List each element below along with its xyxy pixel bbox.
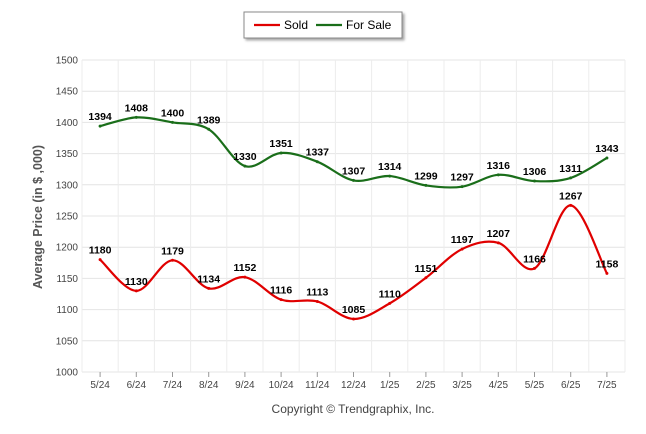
y-axis-title: Average Price (in $ ,000) — [31, 145, 45, 289]
data-label-sold: 1207 — [487, 228, 511, 240]
data-label-for-sale: 1408 — [125, 102, 149, 114]
legend: Sold For Sale — [243, 11, 403, 39]
data-label-sold: 1158 — [596, 258, 619, 270]
data-point-sold — [207, 286, 211, 290]
data-point-sold — [533, 266, 536, 270]
data-label-for-sale: 1299 — [414, 170, 438, 182]
y-tick-label: 1250 — [56, 212, 79, 223]
data-point-sold — [243, 275, 247, 279]
copyright-text: Copyright © Trendgraphix, Inc. — [272, 402, 435, 416]
x-tick-label: 3/25 — [452, 380, 472, 391]
data-point-for-sale — [171, 120, 174, 124]
x-tick-label: 6/24 — [127, 380, 147, 391]
data-label-layer: 1180 1130 1179 1134 1152 1116 1113 1085 1110 1151… — [88, 102, 618, 316]
x-tick-label: 4/25 — [489, 380, 509, 391]
data-point-for-sale — [134, 115, 138, 119]
x-tick-label: 5/24 — [90, 380, 110, 391]
data-label-sold: 1152 — [234, 262, 257, 274]
data-label-for-sale: 1297 — [450, 172, 474, 184]
data-label-sold: 1179 — [161, 245, 184, 257]
data-point-for-sale — [207, 127, 211, 131]
data-label-sold: 1085 — [342, 304, 366, 316]
data-point-sold — [569, 203, 573, 207]
data-point-for-sale — [279, 151, 283, 155]
data-point-for-sale — [533, 179, 536, 183]
x-tick-label: 12/24 — [341, 380, 366, 391]
x-tick-label: 9/24 — [235, 380, 255, 391]
data-point-for-sale — [243, 164, 247, 168]
data-point-for-sale — [352, 178, 355, 182]
data-label-for-sale: 1316 — [487, 160, 511, 172]
x-tick-label: 1/25 — [380, 380, 400, 391]
data-label-for-sale: 1389 — [197, 114, 221, 126]
grid-layer — [81, 59, 626, 373]
data-point-for-sale — [460, 185, 464, 189]
data-point-sold — [134, 289, 138, 293]
y-tick-label: 1150 — [56, 274, 78, 285]
legend-for-sale-label: For Sale — [346, 18, 392, 32]
axis-layer: 1000 1050 1100 1150 1200 1250 1300 1350 1400 1450… — [56, 56, 617, 392]
data-point-sold — [460, 247, 464, 251]
data-label-sold: 1267 — [559, 190, 583, 202]
y-tick-label: 1450 — [56, 87, 79, 98]
data-label-for-sale: 1343 — [595, 143, 619, 155]
y-tick-label: 1400 — [56, 118, 79, 129]
y-tick-label: 1350 — [56, 149, 79, 160]
data-label-sold: 1113 — [306, 286, 328, 298]
data-point-sold — [352, 317, 355, 321]
data-label-for-sale: 1400 — [161, 107, 185, 119]
y-tick-label: 1100 — [56, 305, 78, 316]
x-tick-label: 7/25 — [597, 380, 617, 391]
data-point-for-sale — [424, 183, 428, 187]
y-tick-label: 1300 — [56, 180, 79, 191]
data-point-for-sale — [605, 156, 609, 160]
data-point-sold — [605, 271, 609, 275]
data-label-for-sale: 1337 — [306, 147, 330, 159]
y-tick-label: 1000 — [56, 368, 79, 379]
data-label-for-sale: 1311 — [559, 163, 582, 175]
x-tick-label: 10/24 — [269, 380, 294, 391]
data-point-for-sale — [98, 124, 102, 128]
data-point-sold — [279, 298, 283, 302]
data-label-for-sale: 1351 — [269, 138, 293, 150]
data-point-sold — [424, 276, 428, 280]
series-layer — [98, 115, 609, 321]
data-label-for-sale: 1394 — [88, 111, 112, 123]
data-label-for-sale: 1306 — [523, 166, 547, 178]
x-tick-label: 2/25 — [416, 380, 436, 391]
x-tick-label: 7/24 — [163, 380, 183, 391]
data-label-sold: 1166 — [523, 253, 546, 265]
data-label-sold: 1130 — [125, 276, 148, 288]
data-label-for-sale: 1307 — [342, 165, 366, 177]
x-tick-label: 8/24 — [199, 380, 219, 391]
data-label-for-sale: 1330 — [233, 151, 257, 163]
data-point-sold — [171, 258, 174, 262]
data-point-sold — [98, 258, 102, 262]
data-point-sold — [315, 299, 319, 303]
legend-sold-label: Sold — [284, 18, 308, 32]
y-tick-label: 1050 — [56, 336, 79, 347]
data-point-for-sale — [496, 173, 500, 177]
data-label-sold: 1197 — [451, 234, 474, 246]
y-tick-label: 1500 — [56, 56, 79, 67]
data-label-sold: 1134 — [197, 273, 220, 285]
x-tick-label: 11/24 — [305, 380, 330, 391]
data-point-for-sale — [569, 176, 573, 180]
data-point-sold — [496, 241, 500, 245]
data-point-for-sale — [388, 174, 392, 178]
x-tick-label: 5/25 — [525, 380, 545, 391]
y-tick-label: 1200 — [56, 243, 79, 254]
data-point-sold — [388, 301, 392, 305]
data-label-sold: 1180 — [89, 245, 112, 257]
data-label-for-sale: 1314 — [378, 161, 402, 173]
x-tick-label: 6/25 — [561, 380, 581, 391]
data-label-sold: 1116 — [270, 285, 292, 297]
data-label-sold: 1110 — [379, 288, 401, 300]
data-point-for-sale — [315, 160, 319, 164]
data-label-sold: 1151 — [415, 263, 438, 275]
